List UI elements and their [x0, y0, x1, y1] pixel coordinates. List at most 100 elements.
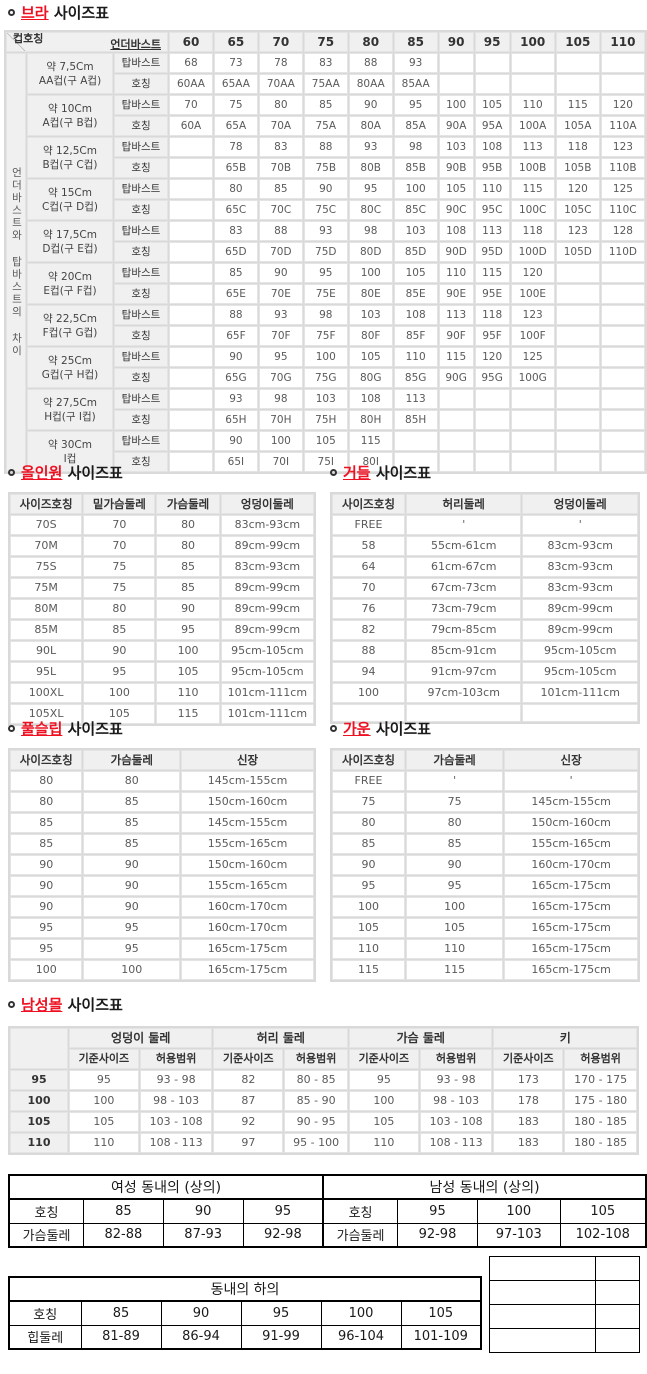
bra-call-value: 85AA [393, 74, 438, 94]
bra-call-value [438, 452, 474, 472]
bra-call-value [600, 368, 645, 388]
table-row: 95L 95 105 95cm-105cm [10, 662, 314, 682]
allinone-cell: 85M [10, 620, 83, 640]
gown-cell: 90 [405, 855, 504, 875]
bra-call-value: 90G [438, 368, 474, 388]
bra-call-value [474, 74, 510, 94]
bra-call-value: 75C [303, 200, 348, 220]
bra-topbust-value: 115 [510, 179, 555, 199]
thermal-bottom-call-row: 호칭 85 90 95 100 105 [8, 1300, 482, 1326]
table-row: 약 27,5Cm H컵(구 I컵) 탑바스트 93 98 103 108 113 [6, 389, 645, 430]
girdle-cell: 83cm-93cm [522, 578, 638, 598]
table-row: 80 80 145cm-155cm [10, 771, 314, 791]
gown-cell: 115 [405, 960, 504, 980]
bra-topbust-value: 110 [510, 95, 555, 115]
table-row: 약 17,5Cm D컵(구 E컵) 탑바스트 83 88 93 98 103 108 113 118… [6, 221, 645, 262]
bra-call-label: 호칭 [114, 200, 168, 220]
bra-topbust-value: 98 [348, 221, 393, 241]
allinone-cell: 85 [156, 557, 220, 577]
table-row: 70S 70 80 83cm-93cm [10, 515, 314, 535]
bra-call-value: 75H [303, 410, 348, 430]
bra-call-value: 100B [510, 158, 555, 178]
bra-topbust-value [169, 431, 213, 451]
mens-cell: 93 - 98 [419, 1070, 493, 1090]
bra-call-value: 105B [555, 158, 600, 178]
allinone-cell: 80 [156, 536, 220, 556]
mens-cell: 95 - 100 [284, 1133, 348, 1153]
girdle-cell: 95cm-105cm [522, 662, 638, 682]
table-row: 100 100 165cm-175cm [10, 960, 314, 980]
mens-group-키: 키 [493, 1028, 637, 1048]
bra-call-value: 90B [438, 158, 474, 178]
bra-call-value [600, 74, 645, 94]
fullslip-cell: 85 [10, 834, 83, 854]
bra-topbust-value [600, 431, 645, 451]
allinone-cell: 75M [10, 578, 83, 598]
bra-call-value: 90D [438, 242, 474, 262]
bra-call-value: 80AA [348, 74, 393, 94]
table-row: 약 10Cm A컵(구 B컵) 탑바스트 70 75 80 85 90 95 100 105 110 1… [6, 95, 645, 136]
bra-topbust-value [474, 53, 510, 73]
gown-cell: 80 [405, 813, 504, 833]
table-row: 90 90 160cm-170cm [332, 855, 638, 875]
mens-cell: 103 - 108 [139, 1112, 213, 1132]
girdle-title-highlight: 거들 [343, 464, 371, 482]
bra-topbust-value: 108 [438, 221, 474, 241]
bra-call-value [438, 74, 474, 94]
bra-topbust-value: 125 [600, 179, 645, 199]
mens-row-size: 95 [10, 1070, 68, 1090]
bra-call-value: 100A [510, 116, 555, 136]
bra-cup-name: H컵(구 I컵) [44, 410, 96, 423]
bra-topbust-value: 78 [213, 137, 258, 157]
bra-call-value [169, 158, 213, 178]
bra-underbust-size-85: 85 [393, 32, 438, 52]
girdle-cell: 89cm-99cm [522, 599, 638, 619]
allinone-cell: 70 [83, 515, 156, 535]
bra-topbust-value: 105 [393, 263, 438, 283]
thermal-bottom-hip-value: 91-99 [240, 1324, 322, 1350]
bra-call-value [600, 410, 645, 430]
mens-title-rest: 사이즈표 [62, 996, 123, 1014]
bra-call-value: 75G [303, 368, 348, 388]
bra-topbust-value: 90 [213, 431, 258, 451]
girdle-cell: 70 [332, 578, 405, 598]
thermal-bottom-call-value: 95 [240, 1300, 322, 1326]
allinone-cell: 95 [83, 662, 156, 682]
bra-call-value: 80B [348, 158, 393, 178]
bra-call-value: 80H [348, 410, 393, 430]
bra-call-value [474, 410, 510, 430]
gown-cell: 165cm-175cm [504, 939, 638, 959]
bra-topbust-value [555, 53, 600, 73]
bra-topbust-value [169, 179, 213, 199]
bra-cup-description: 약 10Cm A컵(구 B컵) [27, 95, 113, 136]
bra-topbust-value: 93 [258, 305, 303, 325]
fullslip-col-header: 가슴둘레 [83, 750, 181, 770]
table-row: 약 15Cm C컵(구 D컵) 탑바스트 80 85 90 95 100 105 110 115 12… [6, 179, 645, 220]
table-row: 95 95 93 - 98 82 80 - 85 95 93 - 98 173 170 - 17… [10, 1070, 637, 1090]
bra-call-value: 85A [393, 116, 438, 136]
bra-call-value [555, 74, 600, 94]
girdle-cell [332, 704, 405, 722]
table-row: 호칭 65E 70E 75E 80E 85E 90E 95E 100E [6, 284, 645, 304]
bra-call-value [555, 410, 600, 430]
bra-topbust-value: 73 [213, 53, 258, 73]
bra-call-value [555, 368, 600, 388]
thermal-men-title: 남성 동내의 (상의) [322, 1174, 647, 1200]
bra-call-value: 90E [438, 284, 474, 304]
girdle-cell: 76 [332, 599, 405, 619]
gown-col-header: 사이즈호칭 [332, 750, 405, 770]
table-row: 95 95 165cm-175cm [10, 939, 314, 959]
allinone-cell: 75 [83, 557, 156, 577]
table-row: 호칭 65C 70C 75C 80C 85C 90C 95C 100C 105C 110C [6, 200, 645, 220]
bra-topbust-value: 123 [510, 305, 555, 325]
bra-topbust-label: 탑바스트 [114, 137, 168, 157]
gown-cell: 100 [405, 897, 504, 917]
table-row: 90 90 160cm-170cm [10, 897, 314, 917]
allinone-cell: 85 [83, 620, 156, 640]
thermal-women-call-value: 95 [242, 1198, 325, 1224]
table-row: 105XL 105 115 101cm-111cm [10, 704, 314, 724]
bra-topbust-value [555, 263, 600, 283]
table-row: 100 97cm-103cm 101cm-111cm [332, 683, 638, 703]
table-row: 95 95 160cm-170cm [10, 918, 314, 938]
gown-cell: 95 [332, 876, 405, 896]
